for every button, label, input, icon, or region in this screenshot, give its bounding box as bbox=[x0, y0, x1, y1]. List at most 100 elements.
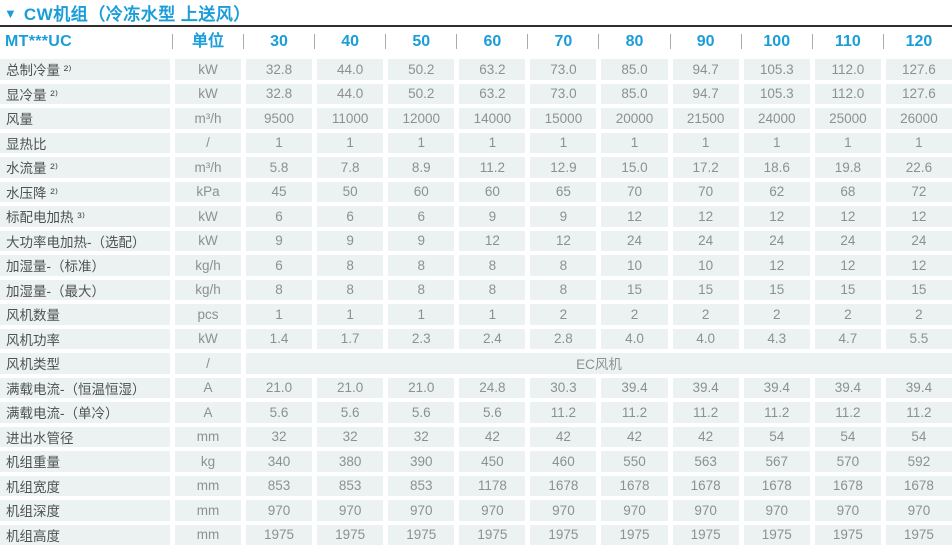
spec-cell: 1.4 bbox=[246, 328, 313, 349]
spec-cell: 42 bbox=[530, 426, 597, 447]
spec-cell: 970 bbox=[530, 500, 597, 521]
spec-cell: 50.2 bbox=[388, 59, 455, 80]
row-label: 机组高度 bbox=[0, 524, 170, 545]
spec-cell: 970 bbox=[885, 500, 952, 521]
spec-cell: 4.3 bbox=[743, 328, 810, 349]
spec-cell: 592 bbox=[885, 451, 952, 472]
row-label: 机组宽度 bbox=[0, 475, 170, 496]
column-header-120: 120 bbox=[882, 27, 952, 56]
spec-cell: 6 bbox=[388, 206, 455, 227]
spec-cell: 1975 bbox=[530, 524, 597, 545]
column-header-70: 70 bbox=[527, 27, 596, 56]
spec-cell: 1678 bbox=[601, 475, 668, 496]
spec-cell: 1975 bbox=[885, 524, 952, 545]
spec-cell: 85.0 bbox=[601, 83, 668, 104]
spec-cell: 2 bbox=[743, 304, 810, 325]
spec-cell: 1 bbox=[530, 132, 597, 153]
spec-cell: 8 bbox=[317, 255, 384, 276]
spec-cell: 1975 bbox=[672, 524, 739, 545]
row-label: 显热比 bbox=[0, 132, 170, 153]
spec-cell: 12 bbox=[885, 206, 952, 227]
spec-cell: 1 bbox=[814, 132, 881, 153]
spec-cell: 450 bbox=[459, 451, 526, 472]
spec-cell: 970 bbox=[672, 500, 739, 521]
column-header-100: 100 bbox=[740, 27, 810, 56]
row-unit: kW bbox=[175, 328, 241, 349]
spec-cell: 112.0 bbox=[814, 59, 881, 80]
spec-cell: 4.7 bbox=[814, 328, 881, 349]
spec-cell: 1 bbox=[459, 132, 526, 153]
spec-cell: 12.9 bbox=[530, 157, 597, 178]
spec-cell: 6 bbox=[317, 206, 384, 227]
spec-cell: 1975 bbox=[459, 524, 526, 545]
spec-cell: 2 bbox=[672, 304, 739, 325]
spec-cell: 60 bbox=[459, 181, 526, 202]
spec-cell: 15 bbox=[885, 279, 952, 300]
spec-cell: 127.6 bbox=[885, 83, 952, 104]
spec-cell: 20000 bbox=[601, 108, 668, 129]
spec-cell: 5.6 bbox=[459, 402, 526, 423]
row-unit: mm bbox=[175, 524, 241, 545]
row-unit: kW bbox=[175, 83, 241, 104]
spec-cell: 50.2 bbox=[388, 83, 455, 104]
spec-cell: 9 bbox=[530, 206, 597, 227]
row-unit: m³/h bbox=[175, 157, 241, 178]
spec-cell: 94.7 bbox=[672, 83, 739, 104]
spec-cell: 460 bbox=[530, 451, 597, 472]
spec-cell: 340 bbox=[246, 451, 313, 472]
spec-cell: 1 bbox=[246, 304, 313, 325]
row-unit: m³/h bbox=[175, 108, 241, 129]
spec-cell: 970 bbox=[743, 500, 810, 521]
spec-cell: 94.7 bbox=[672, 59, 739, 80]
spec-cell: 24 bbox=[743, 230, 810, 251]
table-body: 总制冷量 ²⁾ kW 32.8 44.0 50.2 63.2 73.0 85.0 94.7 105… bbox=[0, 56, 952, 545]
spec-cell: 24 bbox=[885, 230, 952, 251]
spec-cell: 44.0 bbox=[317, 59, 384, 80]
row-label: 加湿量-（标准） bbox=[0, 255, 170, 276]
spec-cell: 1 bbox=[743, 132, 810, 153]
spec-cell: 73.0 bbox=[530, 59, 597, 80]
spec-cell: 1975 bbox=[743, 524, 810, 545]
spec-cell: 17.2 bbox=[672, 157, 739, 178]
row-label: 风机类型 bbox=[0, 353, 170, 374]
spec-cell: 12 bbox=[530, 230, 597, 251]
spec-cell: 9 bbox=[388, 230, 455, 251]
spec-cell: 2 bbox=[601, 304, 668, 325]
row-label: 满载电流-（单冷） bbox=[0, 402, 170, 423]
spec-cell: 390 bbox=[388, 451, 455, 472]
spec-cell: 1 bbox=[885, 132, 952, 153]
spec-cell: 8 bbox=[388, 279, 455, 300]
spec-cell: 32.8 bbox=[246, 59, 313, 80]
spec-cell: 1678 bbox=[885, 475, 952, 496]
spec-cell: 6 bbox=[246, 255, 313, 276]
spec-cell: 54 bbox=[814, 426, 881, 447]
spec-cell: 4.0 bbox=[601, 328, 668, 349]
row-unit: A bbox=[175, 402, 241, 423]
row-unit: kg bbox=[175, 451, 241, 472]
spec-cell: 39.4 bbox=[601, 377, 668, 398]
spec-cell: 127.6 bbox=[885, 59, 952, 80]
spec-cell: 11.2 bbox=[530, 402, 597, 423]
spec-cell: 8 bbox=[530, 279, 597, 300]
spec-cell: 2.8 bbox=[530, 328, 597, 349]
row-unit: kW bbox=[175, 230, 241, 251]
column-header-40: 40 bbox=[314, 27, 383, 56]
spec-cell: 11.2 bbox=[743, 402, 810, 423]
spec-cell: 105.3 bbox=[743, 59, 810, 80]
spec-cell: 1 bbox=[388, 132, 455, 153]
spec-cell: 970 bbox=[388, 500, 455, 521]
spec-cell: 8 bbox=[530, 255, 597, 276]
spec-cell: 7.8 bbox=[317, 157, 384, 178]
spec-cell: 1 bbox=[388, 304, 455, 325]
spec-cell: 563 bbox=[672, 451, 739, 472]
spec-cell: 12 bbox=[459, 230, 526, 251]
spec-cell: 1 bbox=[317, 132, 384, 153]
spec-cell: 63.2 bbox=[459, 59, 526, 80]
row-unit: / bbox=[175, 353, 241, 374]
spec-cell: 1678 bbox=[743, 475, 810, 496]
spec-cell: 42 bbox=[672, 426, 739, 447]
spec-cell: 54 bbox=[885, 426, 952, 447]
spec-cell: 10 bbox=[601, 255, 668, 276]
spec-cell: 12000 bbox=[388, 108, 455, 129]
